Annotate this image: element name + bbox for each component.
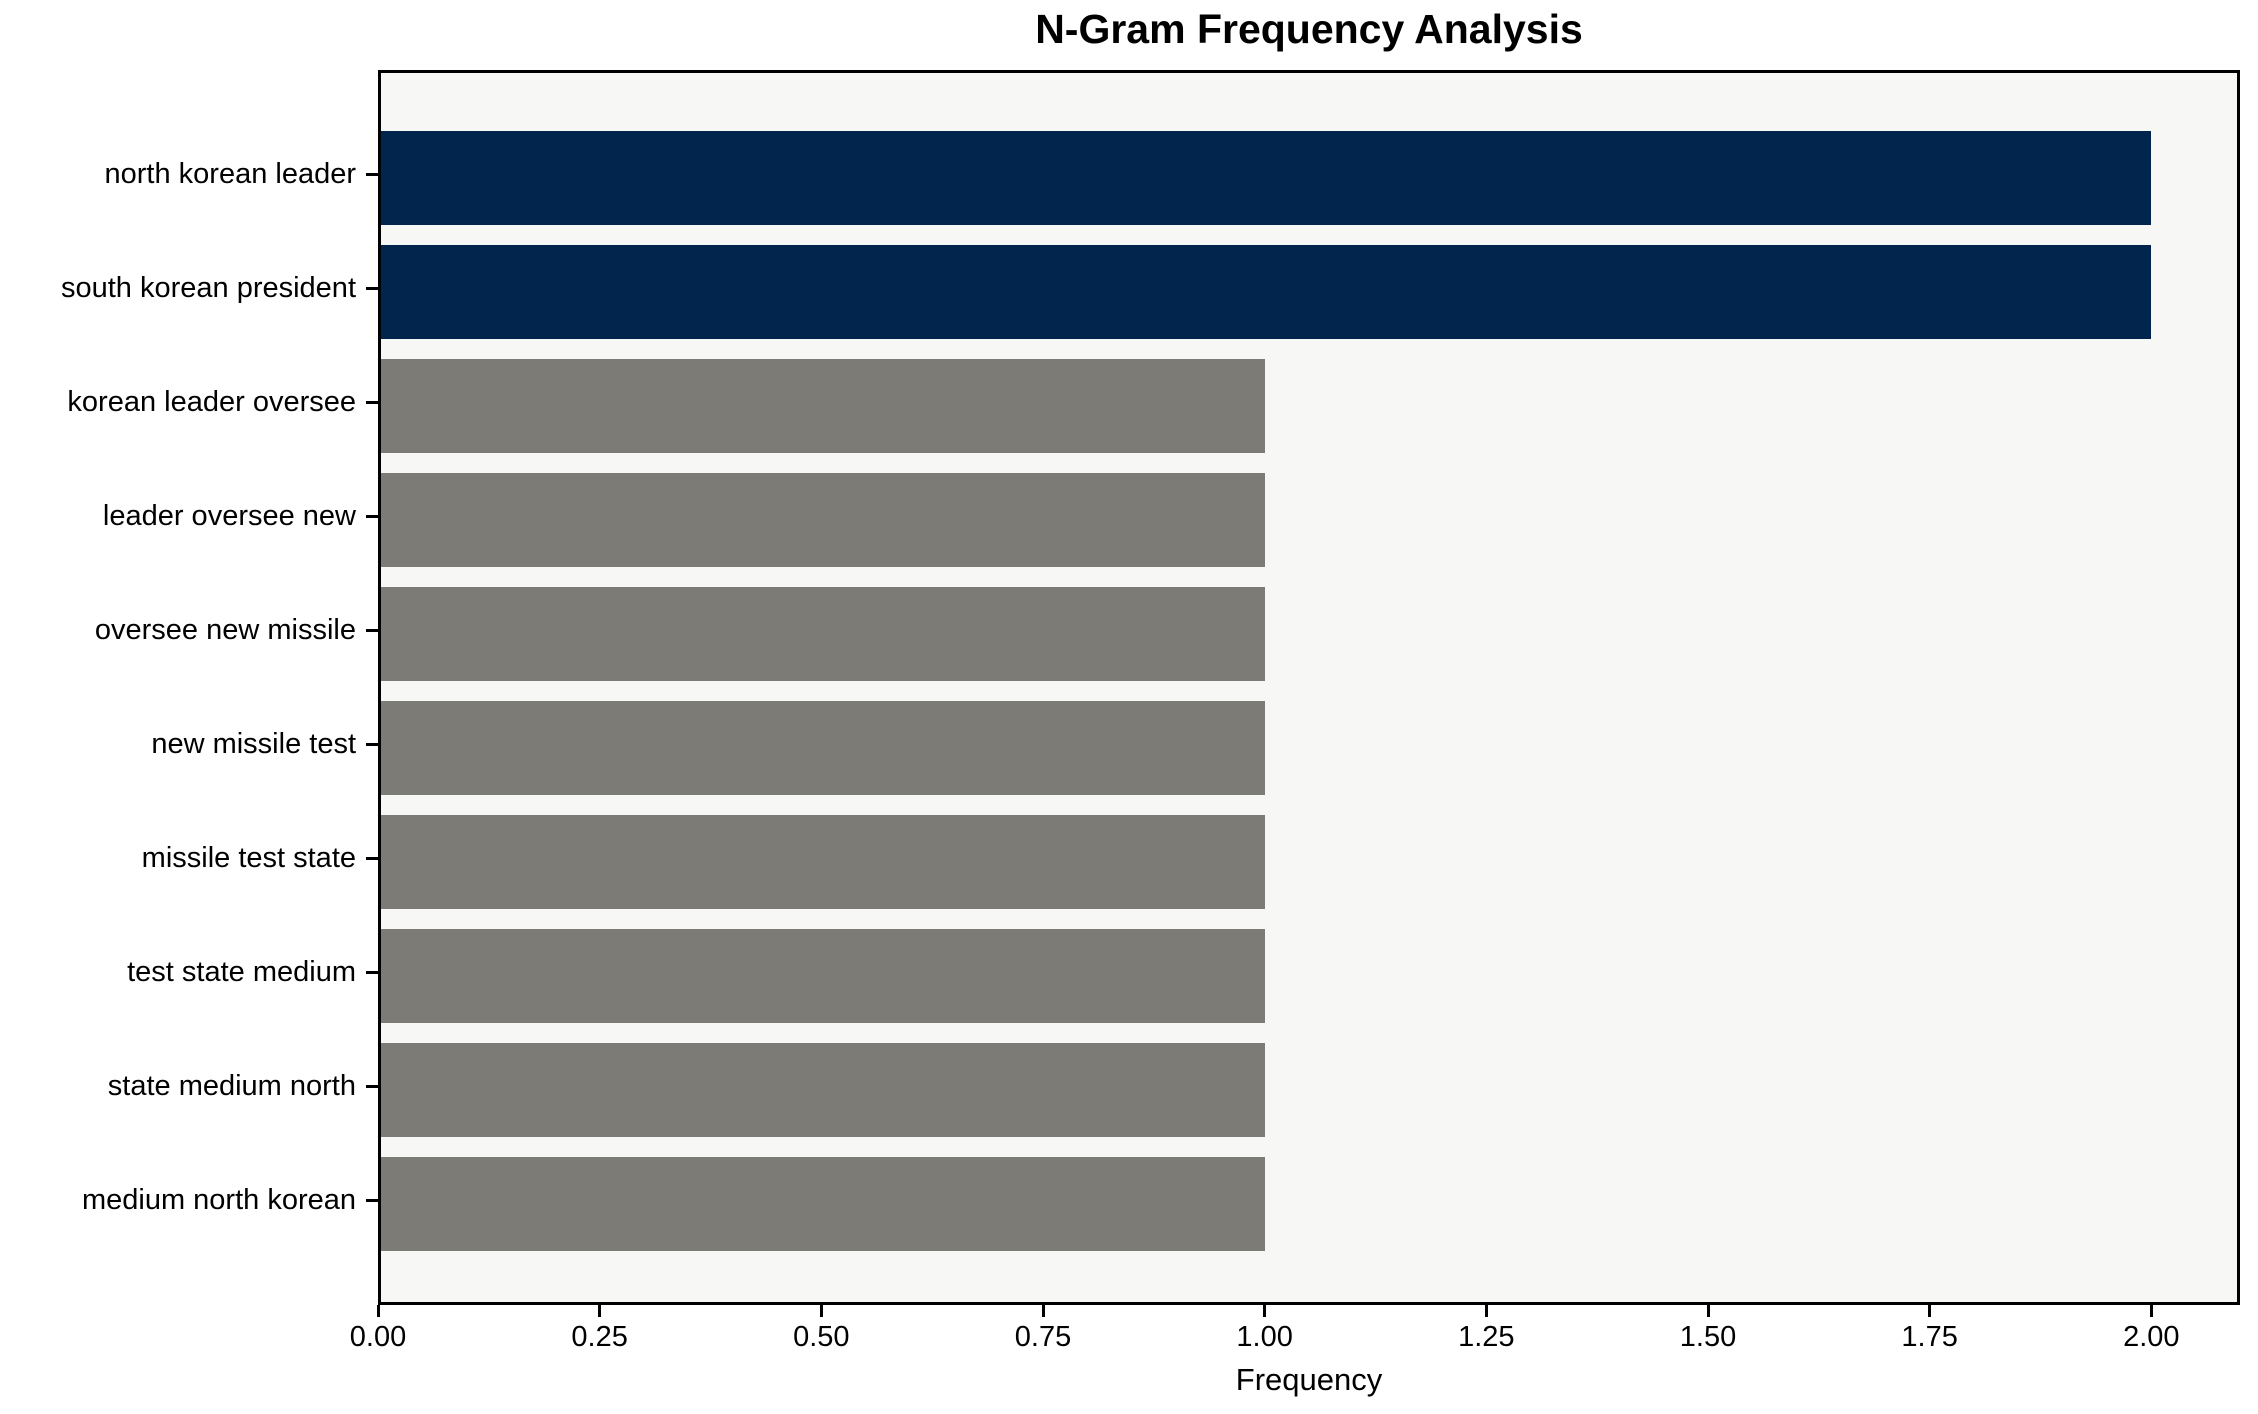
y-tick-label: new missile test [151, 727, 356, 760]
x-tick-label: 2.00 [2123, 1321, 2180, 1353]
x-axis-tick [1263, 1305, 1267, 1317]
x-axis-tick [376, 1305, 380, 1317]
y-tick-label: leader oversee new [102, 499, 356, 532]
bar [381, 700, 1265, 795]
x-tick-label: 1.25 [1458, 1321, 1515, 1353]
y-axis-tick [366, 173, 378, 176]
y-axis-tick [366, 971, 378, 974]
bar [381, 130, 2152, 225]
x-axis-tick [1041, 1305, 1045, 1317]
x-axis-tick [1484, 1305, 1488, 1317]
y-tick-label: state medium north [107, 1069, 356, 1102]
bar [381, 928, 1265, 1023]
bar [381, 586, 1265, 681]
x-tick-label: 0.00 [349, 1321, 407, 1353]
bar [381, 244, 2152, 339]
y-axis-tick [366, 1199, 378, 1202]
plot-area [378, 70, 2240, 1305]
y-axis-tick [366, 1085, 378, 1088]
x-tick-label: 0.50 [793, 1321, 850, 1353]
y-tick-label: korean leader oversee [67, 385, 356, 418]
x-axis-tick [1706, 1305, 1710, 1317]
x-tick-label: 1.75 [1901, 1321, 1958, 1353]
bar [381, 358, 1265, 453]
chart-title: N-Gram Frequency Analysis [1035, 6, 1583, 52]
bar [381, 1156, 1265, 1251]
x-tick-label: 0.75 [1014, 1321, 1072, 1353]
y-axis-tick [366, 515, 378, 518]
y-tick-label: test state medium [127, 955, 356, 988]
bar [381, 1042, 1265, 1137]
y-axis-tick [366, 287, 378, 290]
y-axis-tick [366, 857, 378, 860]
y-tick-label: medium north korean [81, 1183, 356, 1216]
y-tick-label: north korean leader [104, 157, 357, 190]
x-axis-tick [1928, 1305, 1932, 1317]
y-tick-label: south korean president [60, 271, 356, 304]
y-tick-label: missile test state [141, 841, 356, 874]
bar [381, 814, 1265, 909]
y-tick-label: oversee new missile [94, 613, 356, 646]
y-axis-tick [366, 401, 378, 404]
x-axis-tick [2149, 1305, 2153, 1317]
x-axis-tick [819, 1305, 823, 1317]
bar [381, 472, 1265, 567]
x-axis-tick [598, 1305, 602, 1317]
y-axis-tick [366, 629, 378, 632]
x-tick-label: 1.00 [1236, 1321, 1293, 1353]
x-tick-label: 1.50 [1679, 1321, 1737, 1353]
x-axis-label: Frequency [1235, 1362, 1383, 1397]
y-axis-tick [366, 743, 378, 746]
x-tick-label: 0.25 [571, 1321, 628, 1353]
